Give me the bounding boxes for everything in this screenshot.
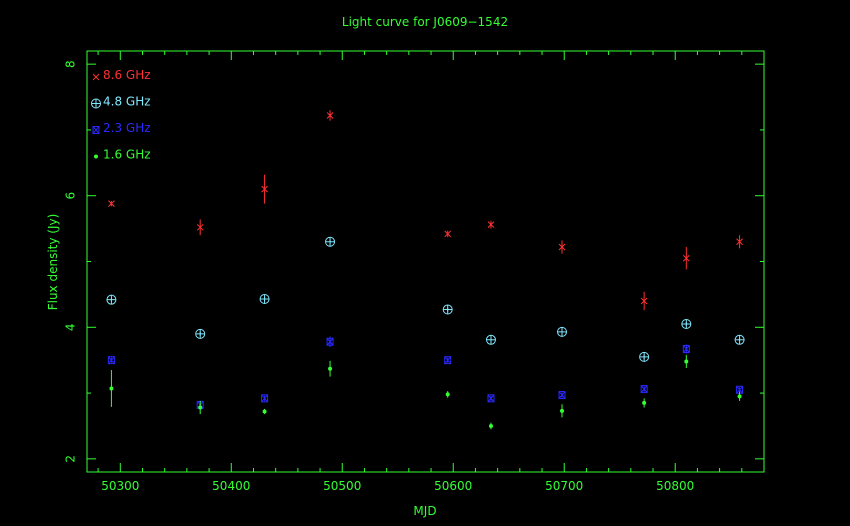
data-point [198,405,203,410]
data-point [325,236,336,247]
data-point [642,400,647,405]
data-point [326,112,334,119]
data-point [737,394,742,399]
y-tick-label: 6 [64,192,78,200]
data-point [558,243,566,251]
x-tick-label: 50800 [656,479,694,493]
data-point [261,394,269,403]
data-point [107,356,115,365]
data-point [109,386,114,391]
x-tick-label: 50500 [323,479,361,493]
data-point [262,409,267,414]
data-point [557,326,568,337]
data-point [444,230,452,238]
data-point [196,223,204,231]
legend: 8.6 GHz 4.8 GHz 2.3 GHz 1.6 GHz [91,68,151,162]
data-point [488,423,493,428]
legend-marker [92,73,100,81]
chart-title: Light curve for J0609−1542 [342,15,508,29]
y-tick-label: 2 [64,455,78,463]
data-point [684,359,689,364]
data-point [487,221,495,229]
data-point [681,318,692,329]
series-2-3-ghz [107,336,744,409]
legend-marker [94,154,98,159]
data-point [640,385,648,394]
data-point [328,366,333,371]
data-point [487,394,495,403]
data-point [682,254,690,262]
data-point [734,334,745,345]
data-point [558,391,566,400]
data-point [106,294,117,305]
data-series [106,110,745,430]
x-axis-label: MJD [413,504,436,518]
data-point [261,185,268,193]
data-point [639,351,650,362]
series-1-6-ghz [109,354,742,430]
axis-tick-labels: 50300 50400 50500 50600 50700 50800 2 4 6 8 [64,60,695,493]
axis-ticks [87,51,765,472]
data-point [640,297,648,305]
x-tick-label: 50700 [545,479,583,493]
data-point [108,200,115,207]
data-point [442,304,453,315]
series-4-8-ghz [106,236,745,362]
y-tick-label: 4 [64,323,78,331]
data-point [682,344,690,353]
legend-marker [91,98,101,109]
legend-label: 8.6 GHz [103,68,151,82]
series-8-6-ghz [108,110,743,311]
x-tick-label: 50400 [212,479,250,493]
x-tick-label: 50600 [434,479,472,493]
data-point [736,238,743,246]
legend-label: 2.3 GHz [103,121,151,135]
data-point [259,293,270,304]
legend-marker [92,126,100,134]
data-point [445,392,450,397]
data-point [444,356,452,365]
data-point [560,408,565,413]
x-tick-label: 50300 [101,479,139,493]
data-point [195,328,206,339]
data-point [485,334,496,345]
y-tick-label: 8 [64,60,78,68]
legend-label: 1.6 GHz [103,148,151,162]
data-point [326,337,334,346]
legend-label: 4.8 GHz [103,95,151,109]
y-axis-label: Flux density (Jy) [46,214,60,311]
